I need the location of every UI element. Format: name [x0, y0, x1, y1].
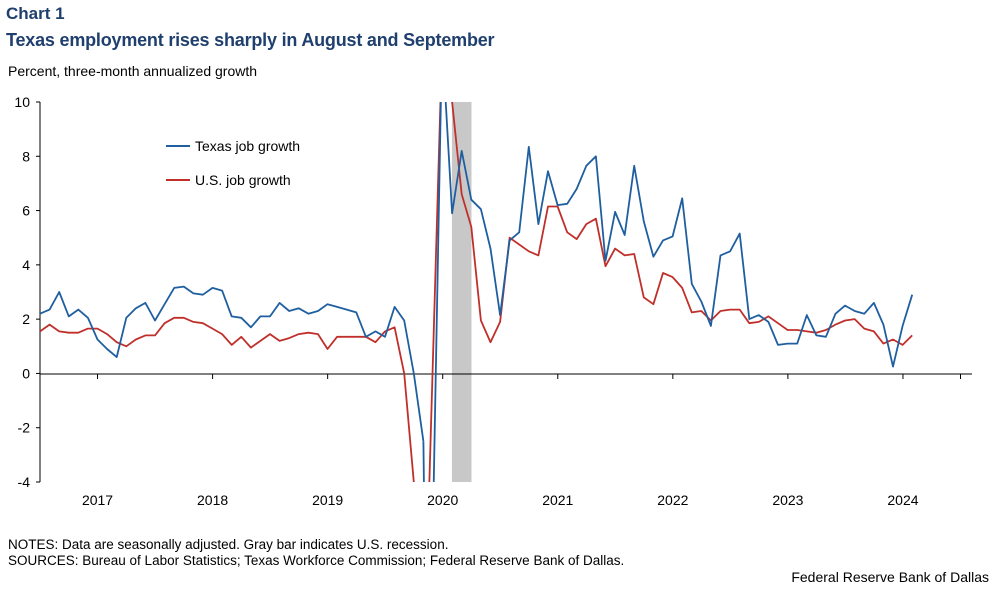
- legend-label-texas: Texas job growth: [195, 138, 300, 154]
- series-line-us: [40, 102, 913, 482]
- footnotes: NOTES: Data are seasonally adjusted. Gra…: [8, 537, 624, 569]
- legend: Texas job growth U.S. job growth: [166, 138, 300, 188]
- series-line-texas: [40, 102, 914, 442]
- y-tick-label: -2: [18, 420, 31, 436]
- chart-number: Chart 1: [6, 4, 65, 23]
- y-axis-unit-label: Percent, three-month annualized growth: [8, 63, 258, 79]
- y-tick-label: 6: [22, 203, 30, 219]
- x-tick-label: 2021: [542, 492, 573, 508]
- line-chart: -4 -2 0 2 4 6 8 10 2017 2018 2019 2020 2021 2022 2023 2…: [14, 94, 972, 508]
- x-tick-label: 2022: [657, 492, 688, 508]
- legend-label-us: U.S. job growth: [195, 172, 291, 188]
- y-tick-label: 4: [22, 257, 30, 273]
- x-tick-label: 2024: [887, 492, 918, 508]
- x-tick-label: 2020: [427, 492, 458, 508]
- x-tick-label: 2017: [82, 492, 113, 508]
- credit-text: Federal Reserve Bank of Dallas: [791, 569, 989, 585]
- recession-band: [451, 102, 472, 482]
- recession-band-layer: [451, 102, 472, 482]
- series-layer: [40, 102, 914, 482]
- x-tick-label: 2018: [197, 492, 228, 508]
- sources-text: SOURCES: Bureau of Labor Statistics; Tex…: [8, 553, 625, 568]
- notes-text: NOTES: Data are seasonally adjusted. Gra…: [8, 537, 449, 552]
- y-tick-label: 0: [22, 365, 30, 381]
- y-tick-label: 8: [22, 148, 30, 164]
- axes: -4 -2 0 2 4 6 8 10 2017 2018 2019 2020 2021 2022 2023 2…: [14, 94, 972, 508]
- series-spike-texas: [422, 102, 442, 482]
- series-spike-us: [413, 102, 442, 482]
- y-tick-label: -4: [18, 474, 31, 490]
- x-tick-label: 2023: [772, 492, 803, 508]
- x-tick-label: 2019: [312, 492, 343, 508]
- y-tick-label: 10: [14, 94, 30, 110]
- y-tick-label: 2: [22, 311, 30, 327]
- chart-title: Texas employment rises sharply in August…: [6, 30, 495, 50]
